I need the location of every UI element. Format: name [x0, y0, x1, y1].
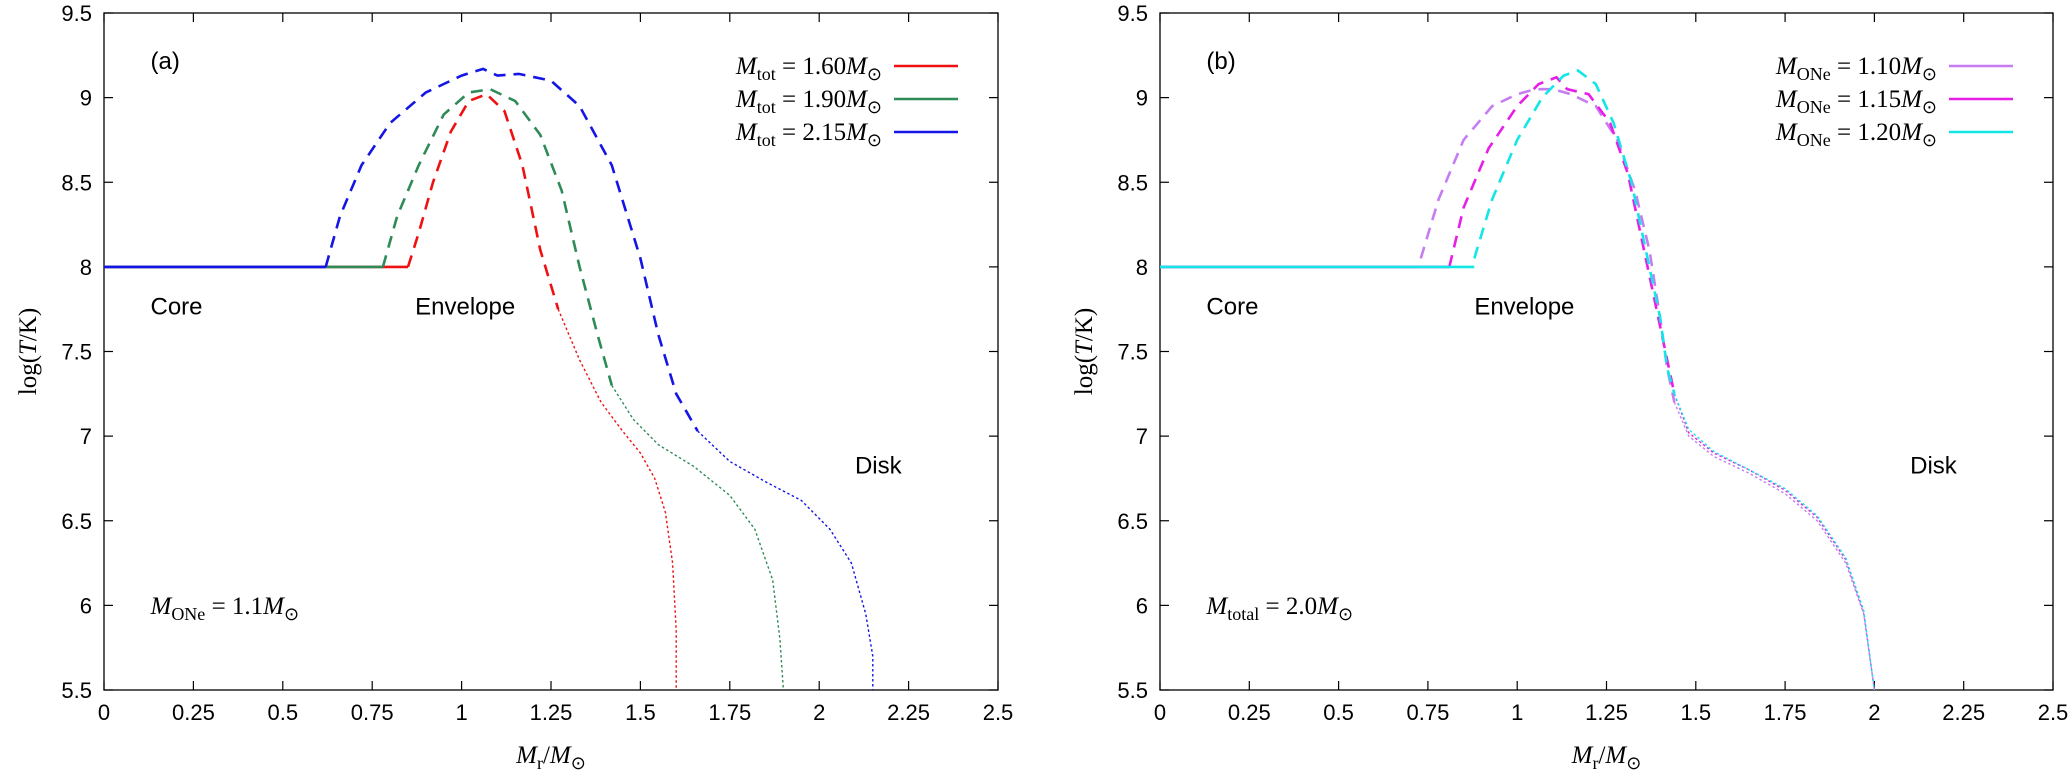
region-label-core: Core [150, 293, 202, 320]
y-tick-label: 9.5 [1117, 1, 1148, 26]
series-envelope-line [1419, 87, 1676, 403]
series-envelope-line [1448, 75, 1676, 395]
x-tick-label: 1.5 [625, 700, 656, 725]
y-axis-label: log(T/K) [1071, 308, 1098, 396]
series-blue [104, 67, 874, 690]
plot-frame [103, 12, 999, 691]
y-tick-label: 8.5 [1117, 170, 1148, 195]
x-tick-label: 1.75 [708, 700, 751, 725]
x-tick-label: 1.25 [1585, 700, 1628, 725]
x-tick-label: 2.25 [1942, 700, 1985, 725]
x-tick-label: 0 [98, 700, 110, 725]
region-label-disk: Disk [855, 452, 903, 479]
y-tick-label: 8 [1136, 255, 1148, 280]
legend-label: Mtot = 2.15M⊙ [735, 119, 882, 150]
y-tick-label: 8 [80, 255, 92, 280]
x-tick-label: 0.75 [1406, 700, 1449, 725]
x-tick-label: 0.5 [1323, 700, 1354, 725]
plot-frame [1159, 12, 2054, 691]
x-tick-label: 2.5 [983, 700, 1014, 725]
x-tick-label: 1.5 [1681, 700, 1712, 725]
legend-label: MONe = 1.20M⊙ [1775, 119, 1937, 150]
y-tick-label: 7 [80, 424, 92, 449]
panel-b: 0 0.25 0.5 0.75 1 1.25 1.5 1.75 2 2.25 2.5 5.5 6 6.5 7… [1071, 1, 2068, 772]
x-tick-label: 0 [1154, 700, 1166, 725]
series-envelope-line [1473, 69, 1676, 395]
y-tick-label: 7.5 [61, 340, 92, 365]
series-envelope-line [406, 92, 560, 310]
x-tick-label: 1 [1511, 700, 1523, 725]
mass-annotation: MONe = 1.1M⊙ [149, 593, 299, 624]
y-tick-label: 5.5 [61, 678, 92, 703]
y-axis-label: log(T/K) [15, 308, 42, 396]
x-tick-label: 2 [813, 700, 825, 725]
x-tick-label: 0.25 [172, 700, 215, 725]
x-tick-label: 0.75 [351, 700, 394, 725]
x-axis-label: Mr/M⊙ [1571, 742, 1642, 772]
x-tick-label: 0.5 [268, 700, 299, 725]
series-disk-line [611, 385, 785, 691]
region-label-core: Core [1206, 293, 1258, 320]
series-disk-line [697, 430, 874, 690]
legend-label: Mtot = 1.90M⊙ [735, 86, 882, 117]
x-tick-label: 1.25 [530, 700, 573, 725]
y-tick-label: 6 [80, 593, 92, 618]
y-tick-label: 6.5 [1117, 509, 1148, 534]
x-tick-label: 0.25 [1228, 700, 1271, 725]
panel-a: 0 0.25 0.5 0.75 1 1.25 1.5 1.75 2 2.25 2.5 5.5 6 6.5 7… [15, 1, 1013, 772]
y-tick-label: 6.5 [61, 509, 92, 534]
legend-label: Mtot = 1.60M⊙ [735, 53, 882, 84]
legend-label: MONe = 1.15M⊙ [1775, 86, 1937, 117]
region-label-envelope: Envelope [415, 293, 515, 320]
series-disk-line [1673, 393, 1876, 691]
y-tick-label: 9 [1136, 86, 1148, 111]
y-tick-label: 9.5 [61, 1, 92, 26]
y-tick-label: 7.5 [1117, 340, 1148, 365]
series-red [104, 92, 677, 690]
y-tick-label: 9 [80, 86, 92, 111]
legend-label: MONe = 1.10M⊙ [1775, 53, 1937, 84]
series-disk-line [1673, 402, 1876, 691]
y-tick-label: 5.5 [1117, 678, 1148, 703]
y-tick-label: 7 [1136, 424, 1148, 449]
region-label-envelope: Envelope [1474, 293, 1574, 320]
series-cyan [1160, 69, 1876, 691]
x-tick-label: 2.25 [887, 700, 930, 725]
series-envelope-line [324, 67, 699, 432]
y-tick-label: 6 [1136, 593, 1148, 618]
panel-label: (b) [1206, 48, 1235, 75]
series-disk-line [1673, 393, 1876, 691]
y-tick-label: 8.5 [61, 170, 92, 195]
x-tick-label: 1 [455, 700, 467, 725]
region-label-disk: Disk [1910, 452, 1958, 479]
panel-label: (a) [150, 48, 179, 75]
x-tick-label: 1.75 [1764, 700, 1807, 725]
mass-annotation: Mtotal = 2.0M⊙ [1205, 593, 1353, 624]
x-axis-label: Mr/M⊙ [515, 742, 586, 772]
x-tick-label: 2.5 [2038, 700, 2069, 725]
x-tick-label: 2 [1868, 700, 1880, 725]
series-disk-line [557, 308, 677, 690]
